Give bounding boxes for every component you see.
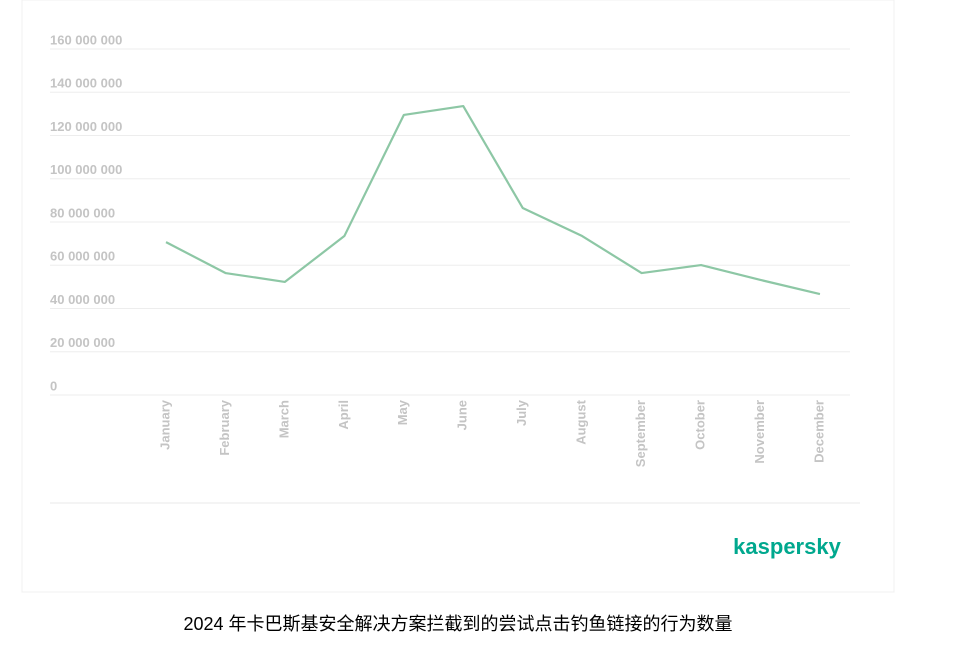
x-tick-label: September [633,400,648,467]
card [21,0,895,593]
x-tick-label: August [574,399,589,444]
y-tick-label: 100 000 000 [50,162,122,177]
x-tick-label: May [395,399,410,425]
y-tick-label: 40 000 000 [50,292,115,307]
y-tick-label: 20 000 000 [50,335,115,350]
x-tick-label: June [455,400,470,430]
data-line [165,104,821,296]
x-tick-label: November [752,400,767,464]
logo: kaspersky [733,534,841,559]
y-tick-label: 140 000 000 [50,76,122,91]
y-tick-label: 60 000 000 [50,249,115,264]
y-tick-label: 0 [50,378,57,393]
caption: 2024 年卡巴斯基安全解决方案拦截到的尝试点击钓鱼链接的行为数量 [183,614,732,634]
x-tick-label: December [811,400,826,463]
x-tick-label: October [692,400,707,450]
x-tick-label: March [276,400,291,438]
x-tick-label: February [217,399,232,455]
x-tick-label: April [336,400,351,430]
y-tick-label: 80 000 000 [50,205,115,220]
y-tick-label: 160 000 000 [50,32,122,47]
x-tick-label: January [157,399,172,450]
y-tick-label: 120 000 000 [50,119,122,134]
x-tick-label: July [514,399,529,426]
